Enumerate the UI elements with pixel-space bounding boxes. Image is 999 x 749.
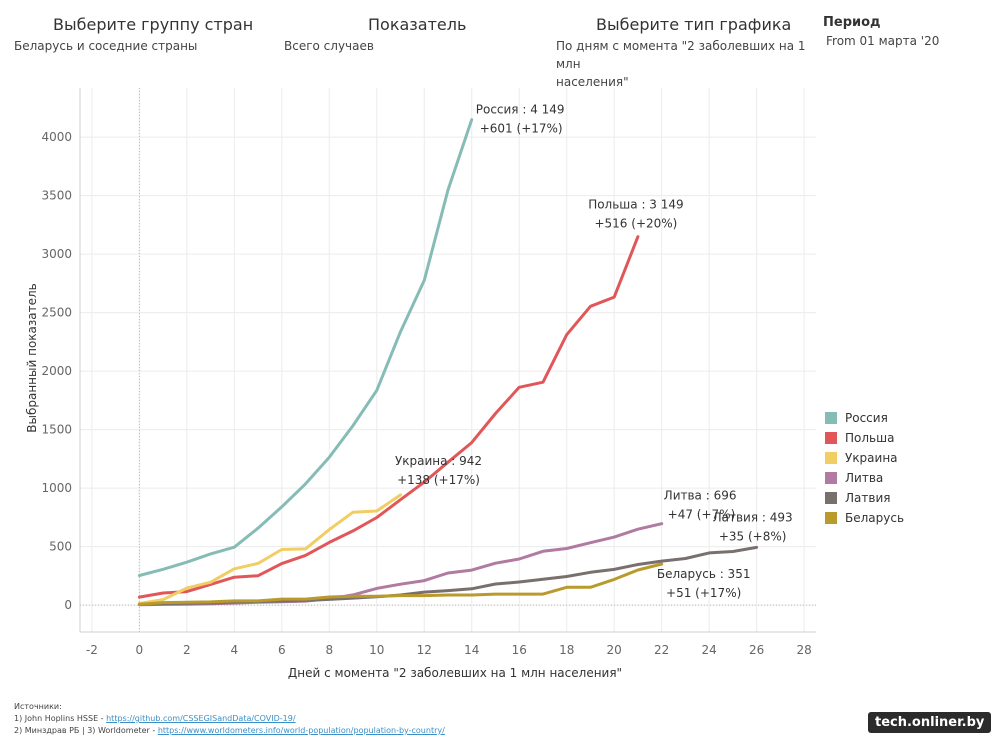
legend-swatch-lithuania (825, 472, 837, 484)
legend-swatch-poland (825, 432, 837, 444)
x-tick-label: 20 (607, 643, 622, 657)
legend-item-lithuania[interactable]: Литва (825, 468, 904, 488)
series-label-2: Украина : 942 (395, 454, 482, 468)
x-tick-label: 12 (417, 643, 432, 657)
legend-swatch-russia (825, 412, 837, 424)
indicator-selector-title: Показатель (368, 15, 467, 34)
source-2-prefix: 2) Минздрав РБ | 3) Worldometer - (14, 726, 158, 735)
sources-heading: Источники: (14, 702, 62, 711)
x-tick-label: 4 (231, 643, 239, 657)
y-tick-label: 500 (49, 540, 72, 554)
series-label-1: Польша : 3 149 (588, 198, 683, 212)
legend-item-ukraine[interactable]: Украина (825, 448, 904, 468)
legend-item-belarus[interactable]: Беларусь (825, 508, 904, 528)
legend-item-russia[interactable]: Россия (825, 408, 904, 428)
x-tick-label: 10 (369, 643, 384, 657)
legend-label-poland: Польша (845, 431, 895, 445)
x-axis-title: Дней с момента "2 заболевших на 1 млн на… (288, 666, 622, 680)
x-tick-label: 22 (654, 643, 669, 657)
y-tick-label: 3500 (41, 189, 72, 203)
source-1-prefix: 1) John Hoplins HSSE - (14, 714, 107, 723)
y-tick-label: 1500 (41, 423, 72, 437)
series-change-label-2: +138 (+17%) (397, 473, 480, 487)
legend-swatch-latvia (825, 492, 837, 504)
group-selector[interactable]: Беларусь и соседние страны (14, 39, 198, 53)
series-label-0: Россия : 4 149 (476, 103, 565, 117)
series-change-label-1: +516 (+20%) (594, 217, 677, 231)
legend-label-belarus: Беларусь (845, 511, 905, 525)
y-tick-label: 3000 (41, 247, 72, 261)
series-change-label-4: +35 (+8%) (719, 529, 787, 543)
watermark-logo: tech.onliner.by (868, 712, 992, 733)
period-selector[interactable]: From 01 марта '20 (826, 34, 940, 48)
period-title: Период (823, 15, 881, 30)
legend-item-latvia[interactable]: Латвия (825, 488, 904, 508)
group-selector-title: Выберите группу стран (53, 15, 254, 34)
legend-label-russia: Россия (845, 411, 888, 425)
x-tick-label: 24 (702, 643, 717, 657)
x-tick-label: 16 (512, 643, 527, 657)
x-tick-label: 2 (183, 643, 191, 657)
legend: Россия Польша Украина Литва Латвия Белар… (825, 408, 904, 528)
series-change-label-3: +47 (+7%) (668, 508, 736, 522)
chart-type-selector[interactable]: По дням с момента "2 заболевших на 1 млн… (556, 37, 806, 91)
source-2-link[interactable]: https://www.worldometers.info/world-popu… (157, 726, 445, 735)
series-line-2 (137, 493, 402, 605)
legend-label-lithuania: Литва (845, 471, 884, 485)
x-tick-label: 8 (325, 643, 333, 657)
legend-label-ukraine: Украина (845, 451, 898, 465)
series-change-label-5: +51 (+17%) (666, 586, 741, 600)
indicator-selector[interactable]: Всего случаев (284, 39, 374, 53)
chart-type-selector-title: Выберите тип графика (596, 15, 792, 34)
x-tick-label: 14 (464, 643, 479, 657)
sources: Источники: 1) John Hoplins HSSE - https:… (14, 701, 445, 737)
legend-item-poland[interactable]: Польша (825, 428, 904, 448)
source-1-link[interactable]: https://github.com/CSSEGISandData/COVID-… (106, 714, 296, 723)
y-tick-label: 1000 (41, 481, 72, 495)
series-line-0 (137, 118, 474, 577)
legend-label-latvia: Латвия (845, 491, 891, 505)
series-label-4: Латвия : 493 (713, 510, 793, 524)
legend-swatch-belarus (825, 512, 837, 524)
series-label-5: Беларусь : 351 (657, 567, 751, 581)
y-tick-label: 2000 (41, 364, 72, 378)
y-tick-label: 4000 (41, 130, 72, 144)
series-label-3: Литва : 696 (664, 489, 737, 503)
series-line-1 (137, 235, 640, 599)
x-tick-label: 6 (278, 643, 286, 657)
legend-swatch-ukraine (825, 452, 837, 464)
x-tick-label: 18 (559, 643, 574, 657)
y-tick-label: 0 (64, 598, 72, 612)
x-tick-label: 0 (136, 643, 144, 657)
series-change-label-0: +601 (+17%) (480, 122, 563, 136)
x-tick-label: -2 (86, 643, 98, 657)
y-tick-label: 2500 (41, 306, 72, 320)
series-line-5 (137, 562, 664, 606)
series-line-3 (137, 522, 664, 607)
chart-type-value-line2: населения" (556, 75, 629, 89)
y-axis-title: Выбранный показатель (25, 283, 39, 433)
x-tick-label: 28 (796, 643, 811, 657)
x-tick-label: 26 (749, 643, 764, 657)
chart-type-value-line1: По дням с момента "2 заболевших на 1 млн (556, 39, 806, 71)
